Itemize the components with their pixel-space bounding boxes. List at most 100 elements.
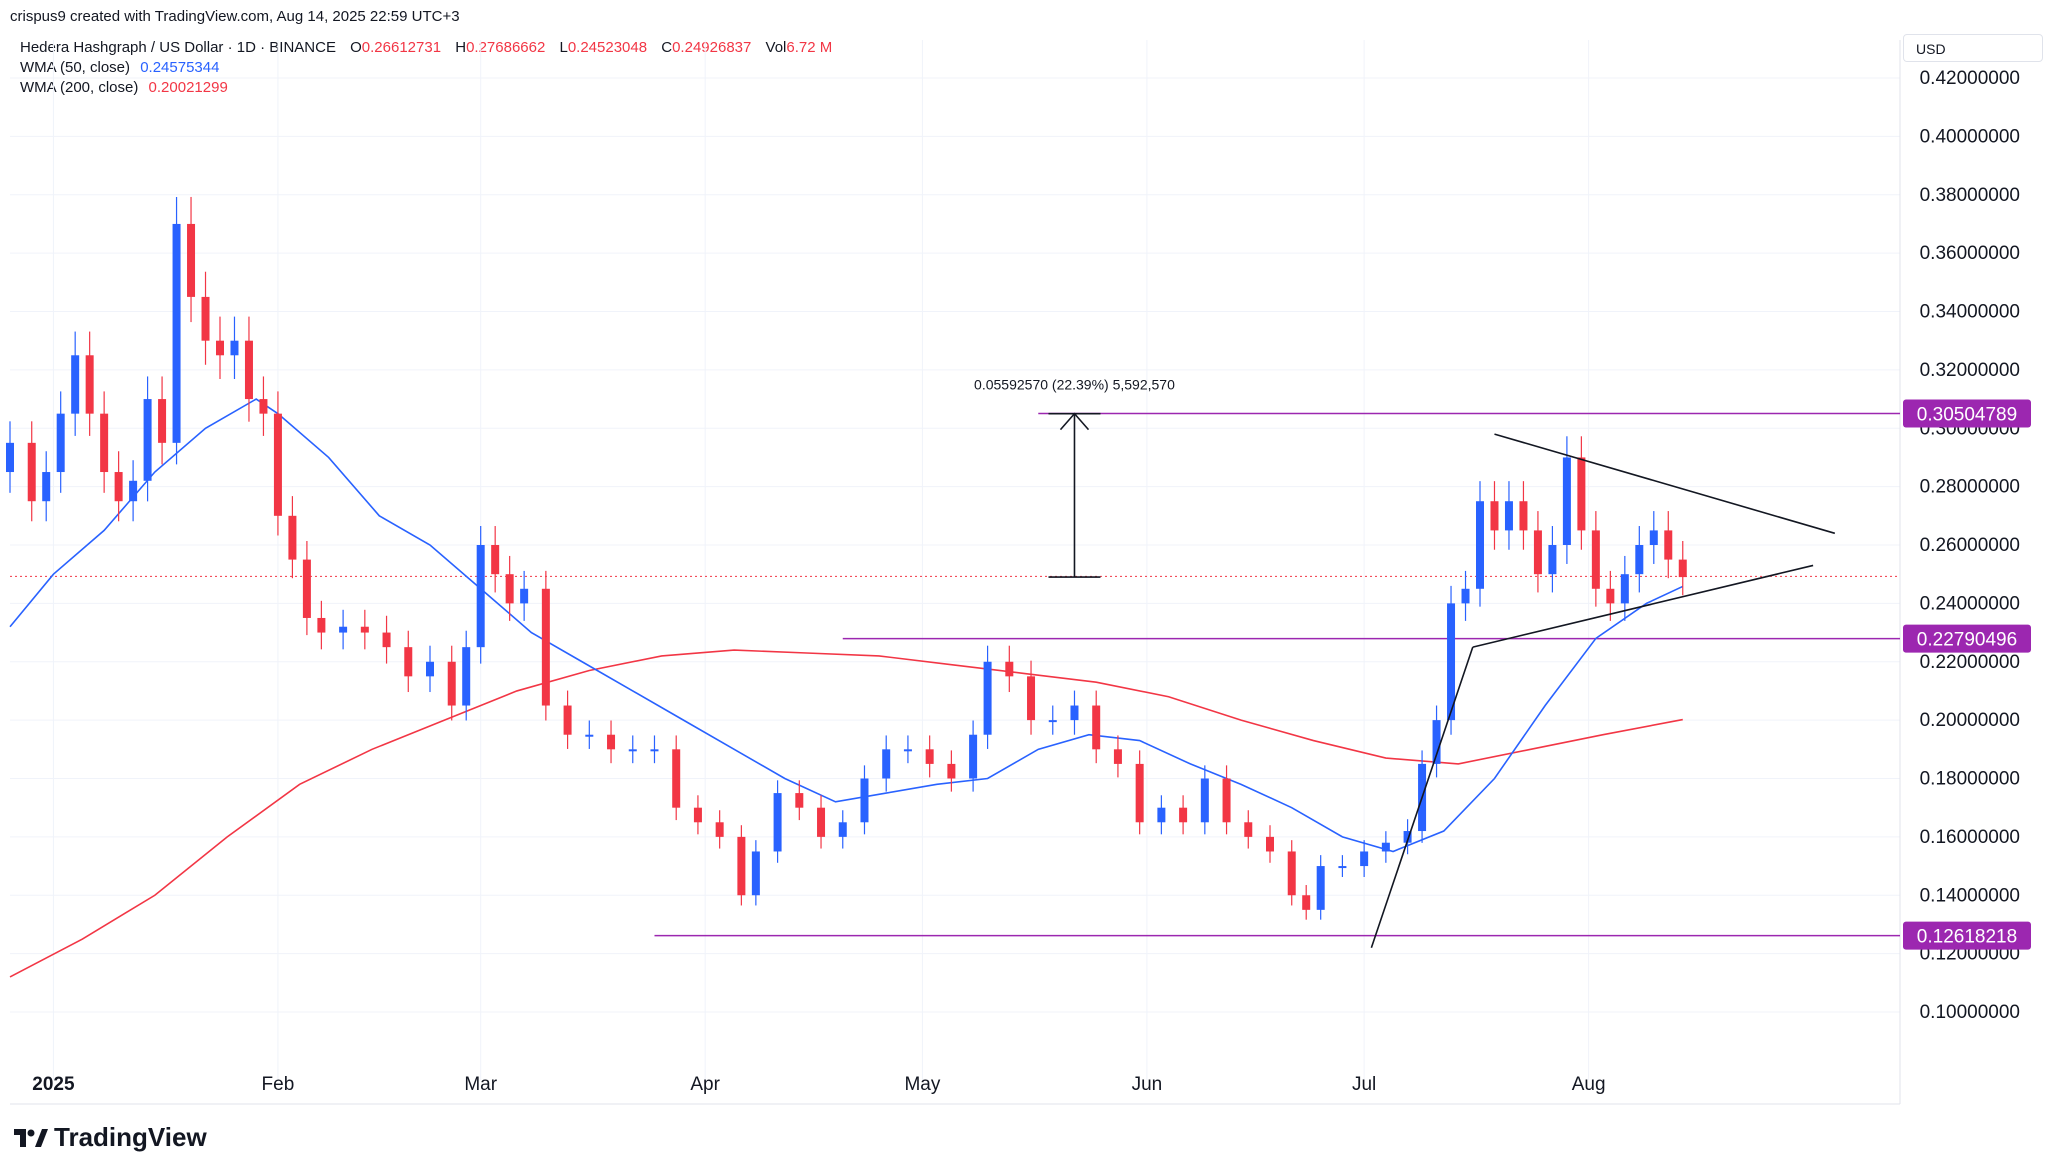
x-tick-label: Apr <box>690 1074 720 1095</box>
candle-body <box>1504 501 1513 531</box>
x-tick-label: Jun <box>1132 1074 1163 1095</box>
rally-trend-line <box>1370 646 1474 949</box>
symbol-row: Hedera Hashgraph / US Dollar · 1D · BINA… <box>20 38 842 58</box>
key-level-label: 0.30504789 <box>1917 405 2017 426</box>
wma50-row[interactable]: WMA (50, close) 0.24575344 <box>20 58 842 78</box>
key-level-label: 0.22790496 <box>1917 630 2017 651</box>
candle-body <box>693 807 702 823</box>
symbol-title[interactable]: Hedera Hashgraph / US Dollar · 1D · BINA… <box>20 39 336 56</box>
ohlc-h-label: H <box>455 39 467 56</box>
candle-body <box>1548 545 1557 575</box>
x-tick-label: Aug <box>1572 1074 1606 1095</box>
key-level-tag <box>1903 624 2031 653</box>
candle-body <box>715 822 724 837</box>
candle-body <box>817 807 826 837</box>
candle-body <box>773 793 782 852</box>
candle-body <box>158 399 167 443</box>
y-tick-label: 0.42000000 <box>1920 68 2020 89</box>
candle-body <box>1447 603 1456 721</box>
y-tick-label: 0.34000000 <box>1920 302 2020 323</box>
key-level-tag <box>1903 399 2031 428</box>
candle-body <box>201 296 210 341</box>
candle-body <box>1338 866 1347 869</box>
candle-body <box>1157 807 1166 823</box>
candle-body <box>1005 661 1014 677</box>
y-tick-label: 0.10000000 <box>1920 1002 2020 1023</box>
candle-body <box>6 442 14 473</box>
y-tick-label: 0.32000000 <box>1920 360 2020 381</box>
y-tick-label: 0.16000000 <box>1920 827 2020 848</box>
y-tick-label: 0.18000000 <box>1920 769 2020 790</box>
candle-body <box>1664 530 1673 560</box>
currency-selector[interactable]: USD <box>1903 34 2043 62</box>
candle-body <box>541 588 550 706</box>
candle-body <box>1302 895 1311 910</box>
candle-body <box>100 413 109 473</box>
wma200-label: WMA (200, close) <box>20 79 139 96</box>
candle-body <box>1533 530 1542 575</box>
ohlc-high: 0.27686662 <box>466 39 546 56</box>
candle-body <box>273 413 282 516</box>
measure-arrowhead <box>1059 412 1090 431</box>
ohlc-c-label: C <box>661 39 673 56</box>
candle-body <box>1606 588 1615 604</box>
ohlc-l-label: L <box>559 39 568 56</box>
wma50-label: WMA (50, close) <box>20 59 131 76</box>
x-tick-label: Feb <box>262 1074 295 1095</box>
wma200-row[interactable]: WMA (200, close) 0.20021299 <box>20 78 842 98</box>
candle-body <box>947 763 956 779</box>
x-tick-label: Jul <box>1352 1074 1376 1095</box>
triangle-upper-line <box>1494 433 1836 535</box>
y-tick-label: 0.36000000 <box>1920 243 2020 264</box>
candle-body <box>426 661 434 677</box>
candle-body <box>563 705 572 735</box>
y-tick-label: 0.20000000 <box>1920 710 2020 731</box>
wma50-value: 0.24575344 <box>140 59 220 76</box>
y-tick-label: 0.26000000 <box>1920 535 2020 556</box>
vol-value: 6.72 M <box>786 39 833 56</box>
candle-body <box>737 836 746 896</box>
candle-body <box>1461 588 1470 604</box>
measure-label: 0.05592570 (22.39%) 5,592,570 <box>974 377 1175 393</box>
candle-body <box>1678 559 1687 578</box>
candle-body <box>969 734 978 779</box>
candle-body <box>172 223 181 443</box>
y-tick-label: 0.38000000 <box>1920 185 2020 206</box>
candle-body <box>216 340 224 356</box>
candle-body <box>1403 831 1412 843</box>
candle-body <box>1432 720 1441 764</box>
chart-credit: crispus9 created with TradingView.com, A… <box>10 8 460 25</box>
candle-body <box>860 778 869 823</box>
candle-body <box>925 749 934 764</box>
candle-body <box>187 223 196 297</box>
tradingview-logo-icon <box>14 1128 48 1147</box>
candle-body <box>585 734 594 737</box>
candle-body <box>143 399 152 481</box>
candle-body <box>1562 457 1571 545</box>
candle-body <box>1316 866 1325 910</box>
candle-body <box>1591 530 1600 589</box>
candle-body <box>1135 763 1144 823</box>
candle-body <box>1200 778 1209 823</box>
candle-body <box>27 442 36 502</box>
candle-body <box>476 545 485 648</box>
ohlc-low: 0.24523048 <box>567 39 648 56</box>
candle-body <box>42 472 51 502</box>
candle-body <box>607 734 616 750</box>
wma200-value: 0.20021299 <box>148 79 228 96</box>
candle-body <box>1222 778 1231 823</box>
wma200-line <box>9 649 1683 978</box>
y-tick-label: 0.28000000 <box>1920 477 2020 498</box>
candle-body <box>628 749 637 752</box>
ohlc-close: 0.24926837 <box>672 39 752 56</box>
x-tick-label: May <box>904 1074 940 1095</box>
candle-body <box>751 851 760 896</box>
candle-body <box>1635 545 1644 575</box>
candle-body <box>1490 501 1499 531</box>
candle-body <box>1179 807 1188 823</box>
candle-body <box>838 822 847 837</box>
candle-body <box>71 355 80 414</box>
candle-body <box>1244 822 1253 837</box>
candle-body <box>903 749 912 752</box>
